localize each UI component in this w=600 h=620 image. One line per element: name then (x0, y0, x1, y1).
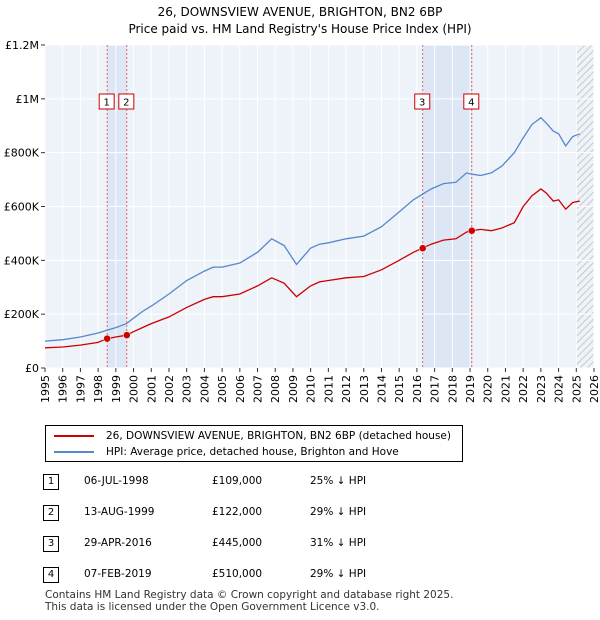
sale-point (418, 244, 427, 252)
sale-hpi-diff: 29% ↓ HPI (310, 568, 367, 580)
sale-date: 07-FEB-2019 (84, 568, 152, 580)
x-tick-label: 2022 (517, 375, 530, 403)
x-tick-label: 2015 (393, 375, 406, 403)
x-tick-label: 2004 (198, 375, 211, 403)
x-tick-label: 2021 (499, 375, 512, 403)
sale-price: £445,000 (212, 537, 263, 549)
sale-number: 2 (43, 505, 59, 521)
property-price-line (44, 188, 580, 349)
x-tick-label: 2014 (375, 375, 388, 403)
x-tick-label: 2006 (234, 375, 247, 403)
x-tick-label: 1996 (57, 375, 70, 403)
chart-subtitle: Price paid vs. HM Land Registry's House … (128, 22, 471, 36)
sale-label: 4 (468, 98, 474, 109)
x-tick-label: 2024 (553, 375, 566, 403)
sale-label: 3 (419, 98, 425, 109)
legend-item-hpi: HPI: Average price, detached house, Brig… (54, 444, 399, 460)
legend-item-property: 26, DOWNSVIEW AVENUE, BRIGHTON, BN2 6BP … (54, 428, 451, 444)
sale-row: 1 06-JUL-1998 £109,000 25% ↓ HPI (0, 474, 600, 492)
x-tick-label: 2026 (588, 375, 600, 403)
x-tick-label: 1995 (39, 375, 52, 403)
y-tick-label: £1M (16, 93, 40, 106)
x-tick-label: 2011 (322, 375, 335, 403)
y-tick-label: £400K (4, 254, 40, 267)
y-tick-label: £200K (4, 308, 40, 321)
legend: 26, DOWNSVIEW AVENUE, BRIGHTON, BN2 6BP … (45, 425, 463, 462)
x-tick-label: 2013 (358, 375, 371, 403)
x-tick-label: 2010 (305, 375, 318, 403)
sale-label-box (463, 93, 480, 110)
sale-date: 06-JUL-1998 (84, 475, 149, 487)
y-tick-label: £0 (25, 362, 39, 375)
sale-label: 1 (103, 98, 109, 109)
x-tick-label: 2001 (145, 375, 158, 403)
sale-price: £510,000 (212, 568, 263, 580)
sale-row: 2 13-AUG-1999 £122,000 29% ↓ HPI (0, 505, 600, 523)
sale-hpi-diff: 25% ↓ HPI (310, 475, 367, 487)
sale-hpi-diff: 29% ↓ HPI (310, 506, 367, 518)
footer-line-licence: This data is licensed under the Open Gov… (45, 601, 380, 613)
sale-point (468, 226, 476, 235)
sale-label-box (414, 93, 431, 110)
sale-label: 2 (123, 98, 129, 109)
x-tick-label: 1998 (92, 375, 105, 403)
sale-point (123, 331, 131, 339)
legend-line-property (54, 435, 94, 437)
x-tick-label: 2025 (570, 375, 583, 403)
legend-label-property: 26, DOWNSVIEW AVENUE, BRIGHTON, BN2 6BP … (106, 430, 451, 442)
footer-line-copyright: Contains HM Land Registry data © Crown c… (45, 589, 454, 601)
sale-label-box (118, 93, 135, 110)
sale-row: 3 29-APR-2016 £445,000 31% ↓ HPI (0, 536, 600, 554)
x-tick-label: 2000 (128, 375, 141, 403)
x-tick-label: 2009 (287, 375, 300, 403)
sale-date: 29-APR-2016 (84, 537, 152, 549)
x-tick-label: 2008 (269, 375, 282, 403)
y-tick-label: £600K (4, 201, 40, 214)
x-tick-label: 2016 (411, 375, 424, 403)
footer-attribution: Contains HM Land Registry data © Crown c… (45, 589, 453, 613)
sale-number: 1 (43, 474, 59, 490)
y-tick-label: £800K (4, 147, 40, 160)
sale-number: 4 (43, 567, 59, 583)
x-tick-label: 2020 (482, 375, 495, 403)
chart-title: 26, DOWNSVIEW AVENUE, BRIGHTON, BN2 6BP (158, 5, 443, 19)
price-chart: 26, DOWNSVIEW AVENUE, BRIGHTON, BN2 6BP … (4, 5, 600, 403)
x-tick-label: 2005 (216, 375, 229, 403)
x-tick-label: 2019 (464, 375, 477, 403)
sale-price: £122,000 (212, 506, 263, 518)
sale-row: 4 07-FEB-2019 £510,000 29% ↓ HPI (0, 567, 600, 585)
x-tick-label: 2012 (340, 375, 353, 403)
x-tick-label: 2018 (446, 375, 459, 403)
sale-label-box (98, 93, 115, 110)
x-tick-label: 1999 (110, 375, 123, 403)
x-tick-label: 2002 (163, 375, 176, 403)
sale-date: 13-AUG-1999 (84, 506, 155, 518)
hpi-line (44, 116, 581, 342)
x-tick-label: 2003 (181, 375, 194, 403)
x-tick-label: 2007 (252, 375, 265, 403)
sale-price: £109,000 (212, 475, 263, 487)
legend-label-hpi: HPI: Average price, detached house, Brig… (106, 446, 399, 458)
x-tick-label: 2017 (429, 375, 442, 403)
x-tick-label: 2023 (535, 375, 548, 403)
x-tick-label: 1997 (74, 375, 87, 403)
sale-point (103, 334, 111, 343)
legend-line-hpi (54, 451, 94, 453)
sale-hpi-diff: 31% ↓ HPI (310, 537, 367, 549)
sale-number: 3 (43, 536, 59, 552)
y-tick-label: £1.2M (5, 39, 39, 52)
